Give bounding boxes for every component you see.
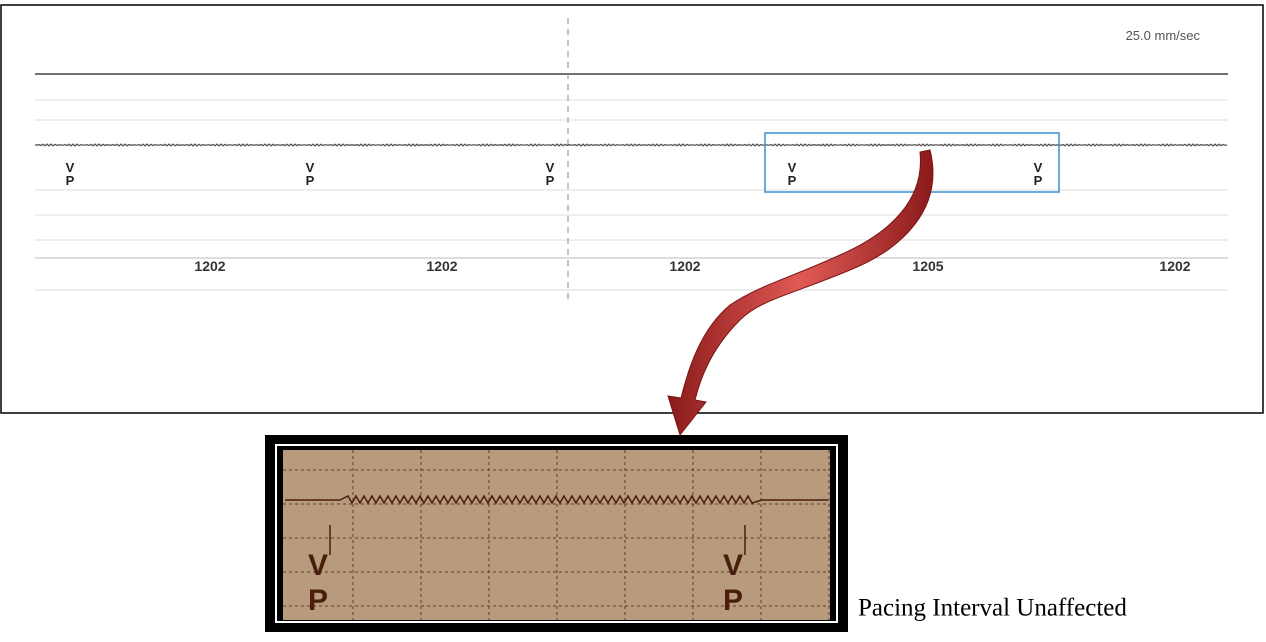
interval-label: 1202 (426, 258, 457, 274)
strip-frame (1, 5, 1263, 413)
zoom-marker-p: P (723, 584, 743, 617)
pace-marker-p: P (1034, 173, 1043, 188)
interval-label: 1202 (1159, 258, 1190, 274)
figure: 25.0 mm/sec Pacing Interval Unaffected V… (0, 0, 1266, 642)
pace-marker-p: P (306, 173, 315, 188)
interval-label: 1202 (194, 258, 225, 274)
interval-label: 1202 (669, 258, 700, 274)
pace-marker-p: P (788, 173, 797, 188)
zoom-marker-p: P (308, 584, 328, 617)
caption: Pacing Interval Unaffected (858, 595, 1127, 622)
zoom-marker-v: V (308, 549, 328, 582)
page: 25.0 mm/sec Pacing Interval Unaffected V… (0, 0, 1266, 642)
zoom-marker-v: V (723, 549, 743, 582)
pace-marker-p: P (66, 173, 75, 188)
pace-marker-p: P (546, 173, 555, 188)
speed-label: 25.0 mm/sec (1126, 28, 1201, 43)
interval-label: 1205 (912, 258, 943, 274)
